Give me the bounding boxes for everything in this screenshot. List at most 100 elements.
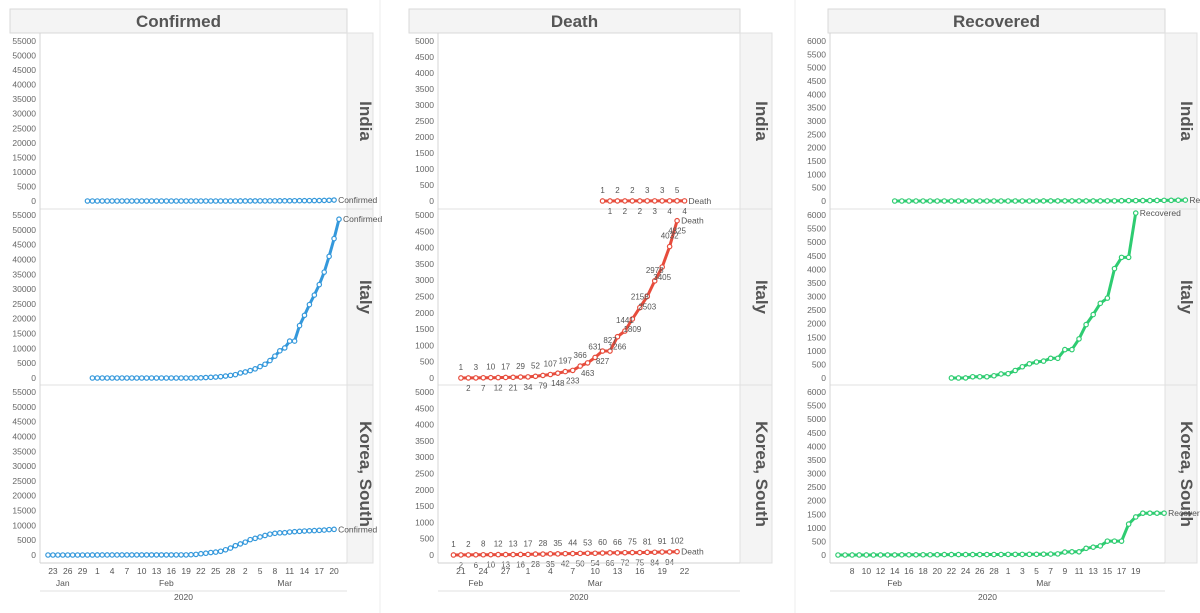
data-point (321, 269, 328, 275)
panel-title-recovered: Recovered (953, 12, 1040, 31)
point-value-label: 3 (474, 363, 479, 372)
data-point (637, 304, 643, 311)
y-tick-label: 0 (31, 196, 36, 206)
data-point (666, 243, 673, 250)
data-point (510, 374, 516, 381)
y-tick-label: 10000 (12, 343, 36, 353)
row-label-india: India (356, 101, 375, 141)
data-point (991, 551, 997, 558)
series-end-label: Recovered (1189, 195, 1200, 205)
data-point (525, 374, 531, 380)
y-tick-label: 5000 (17, 358, 36, 368)
y-tick-label: 2500 (807, 129, 826, 139)
data-point (306, 197, 313, 204)
x-tick-label: 14 (300, 566, 310, 576)
data-point (262, 532, 268, 539)
data-point (920, 198, 926, 204)
data-point (913, 198, 919, 204)
x-tick-label: 22 (680, 566, 690, 576)
y-tick-label: 1500 (415, 324, 434, 334)
data-point (884, 552, 891, 558)
data-point (906, 198, 912, 204)
y-tick-label: 50000 (12, 225, 36, 235)
point-value-label: 2158 (631, 293, 649, 302)
data-point (450, 552, 457, 558)
data-point (286, 338, 293, 344)
point-value-label: 34 (524, 383, 533, 392)
data-point (129, 552, 135, 558)
data-point (480, 551, 487, 558)
data-point (622, 328, 628, 334)
data-point (326, 526, 332, 533)
y-tick-label: 20000 (12, 491, 36, 501)
data-point (1125, 521, 1132, 527)
data-point (1083, 198, 1089, 204)
y-tick-label: 4000 (415, 243, 434, 253)
point-value-label: 2 (466, 384, 471, 393)
data-point (173, 552, 180, 558)
data-point (1161, 197, 1167, 204)
row-label-india: India (752, 101, 771, 141)
data-point (114, 375, 120, 381)
row-strip-bg (1164, 208, 1198, 386)
data-point (1033, 551, 1040, 558)
data-point (1005, 198, 1011, 204)
data-point (94, 552, 101, 558)
y-tick-label: 6000 (807, 387, 826, 397)
data-point (217, 548, 224, 555)
data-point (119, 375, 125, 381)
data-point (316, 527, 323, 534)
y-tick-label: 2500 (415, 469, 434, 479)
data-point (158, 375, 165, 381)
y-tick-label: 3000 (807, 116, 826, 126)
data-point (198, 550, 204, 557)
x-month-label: Jan (56, 578, 70, 588)
data-point (1118, 197, 1125, 204)
facet-confirmed-korea-south: Korea, South 0 5000 10000 15000 20000 25000 300… (12, 384, 378, 564)
data-point (984, 373, 990, 380)
y-tick-label: 1500 (807, 332, 826, 342)
point-value-label: 35 (546, 560, 555, 569)
point-value-label: 2503 (638, 302, 656, 311)
point-value-label: 35 (553, 539, 562, 548)
x-month-label: Feb (159, 578, 174, 588)
data-point (257, 363, 263, 370)
data-point (247, 367, 254, 374)
data-point (502, 551, 509, 558)
data-point (927, 551, 933, 558)
data-point (257, 198, 263, 204)
row-label-italy: Italy (356, 280, 375, 315)
data-point (143, 198, 150, 204)
data-point (296, 528, 303, 535)
point-value-label: 60 (598, 538, 607, 547)
y-tick-label: 6000 (807, 210, 826, 220)
data-point (607, 348, 613, 354)
x-tick-label: 4 (548, 566, 553, 576)
data-point (242, 198, 249, 204)
point-value-label: 75 (628, 538, 637, 547)
x-axis-death: 21 24 27 1 4 7 10 13 16 19 22 Feb Mar 2020 (438, 562, 740, 602)
data-point (222, 546, 229, 553)
point-value-label: 2 (459, 561, 464, 570)
data-point (1019, 363, 1026, 370)
point-value-label: 42 (561, 560, 570, 569)
point-value-label: 148 (551, 379, 565, 388)
row-label-korea-south: Korea, South (1177, 421, 1196, 527)
x-tick-label: 12 (876, 566, 886, 576)
y-tick-label: 40000 (12, 254, 36, 264)
data-point (1090, 198, 1097, 204)
point-value-label: 54 (591, 559, 600, 568)
facet-confirmed-india: India 0 5000 10000 15000 20000 25000 30000 35000… (12, 32, 378, 210)
x-tick-label: 22 (947, 566, 957, 576)
row-strip-bg (346, 384, 374, 564)
data-point (1097, 300, 1104, 307)
data-point (1097, 543, 1104, 549)
series-end-label: Confirmed (338, 195, 377, 205)
y-tick-label: 0 (429, 373, 434, 383)
y-tick-label: 3500 (807, 455, 826, 465)
y-tick-label: 1000 (807, 523, 826, 533)
data-point (163, 552, 170, 558)
y-tick-label: 500 (812, 359, 826, 369)
data-point (913, 552, 919, 558)
